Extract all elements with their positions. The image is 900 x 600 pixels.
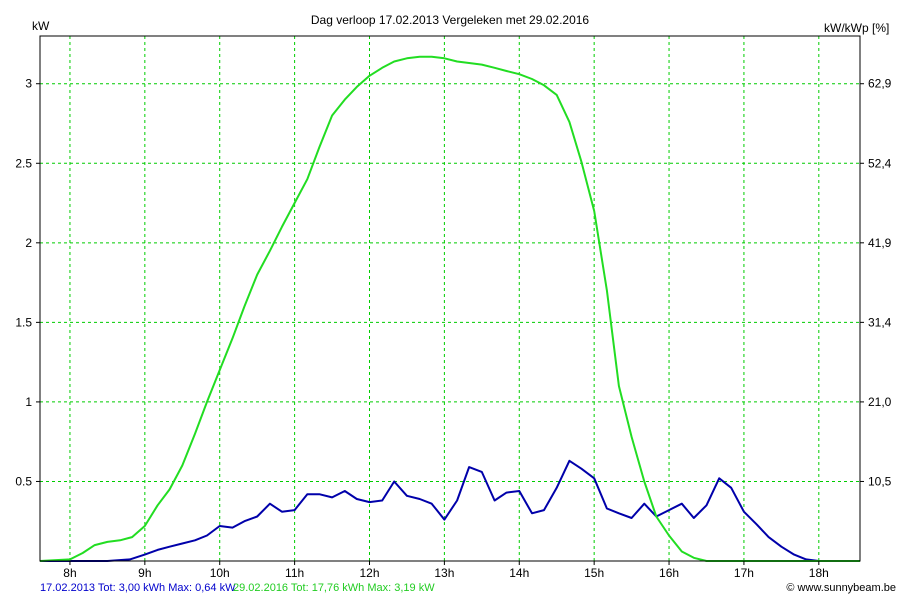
y-axis-right-label: kW/kWp [%] [824, 21, 889, 35]
chart-title: Dag verloop 17.02.2013 Vergeleken met 29… [311, 13, 590, 27]
series-line-1 [39, 55, 860, 562]
y-axis-left: 0.5 1 1.5 2 2.5 3 [15, 77, 40, 488]
y-axis-right: 10,5 21,0 31,4 41,9 52,4 62,9 [860, 77, 892, 488]
x-tick-label-0: 8h [63, 566, 76, 580]
y-tick-label-left-0: 0.5 [15, 474, 32, 488]
y-tick-label-right-3: 41,9 [868, 236, 892, 250]
y-tick-label-left-2: 1.5 [15, 315, 32, 329]
legend-entry-2013: 17.02.2013 Tot: 3,00 kWh Max: 0,64 kW [40, 582, 236, 594]
y-tick-label-right-1: 21,0 [868, 395, 892, 409]
x-tick-label-3: 11h [285, 566, 304, 580]
y-tick-label-right-5: 62,9 [868, 77, 892, 91]
y-tick-label-left-4: 2.5 [15, 156, 32, 170]
grid [40, 36, 860, 561]
series-line-0 [40, 459, 860, 562]
x-tick-label-10: 18h [809, 566, 829, 580]
x-tick-label-6: 14h [509, 566, 529, 580]
x-tick-label-9: 17h [734, 566, 754, 580]
x-tick-label-5: 13h [434, 566, 454, 580]
series-group [39, 55, 860, 562]
y-tick-label-right-0: 10,5 [868, 474, 892, 488]
credit-text: © www.sunnybeam.be [786, 582, 896, 594]
legend-entry-2016: 29.02.2016 Tot: 17,76 kWh Max: 3,19 kW [233, 582, 435, 594]
x-tick-label-4: 12h [359, 566, 379, 580]
y-tick-label-left-5: 3 [25, 77, 32, 91]
x-tick-label-2: 10h [210, 566, 230, 580]
y-axis-left-label: kW [32, 19, 50, 33]
x-tick-label-7: 15h [584, 566, 604, 580]
y-tick-label-right-2: 31,4 [868, 315, 892, 329]
y-tick-label-left-3: 2 [25, 236, 32, 250]
x-tick-label-1: 9h [138, 566, 151, 580]
y-tick-label-left-1: 1 [25, 395, 32, 409]
y-tick-label-right-4: 52,4 [868, 156, 892, 170]
x-axis: 8h 9h 10h 11h 12h 13h 14h 15h 16h 17h 18h [63, 561, 829, 580]
plot-frame [39, 35, 861, 562]
x-tick-label-8: 16h [659, 566, 679, 580]
